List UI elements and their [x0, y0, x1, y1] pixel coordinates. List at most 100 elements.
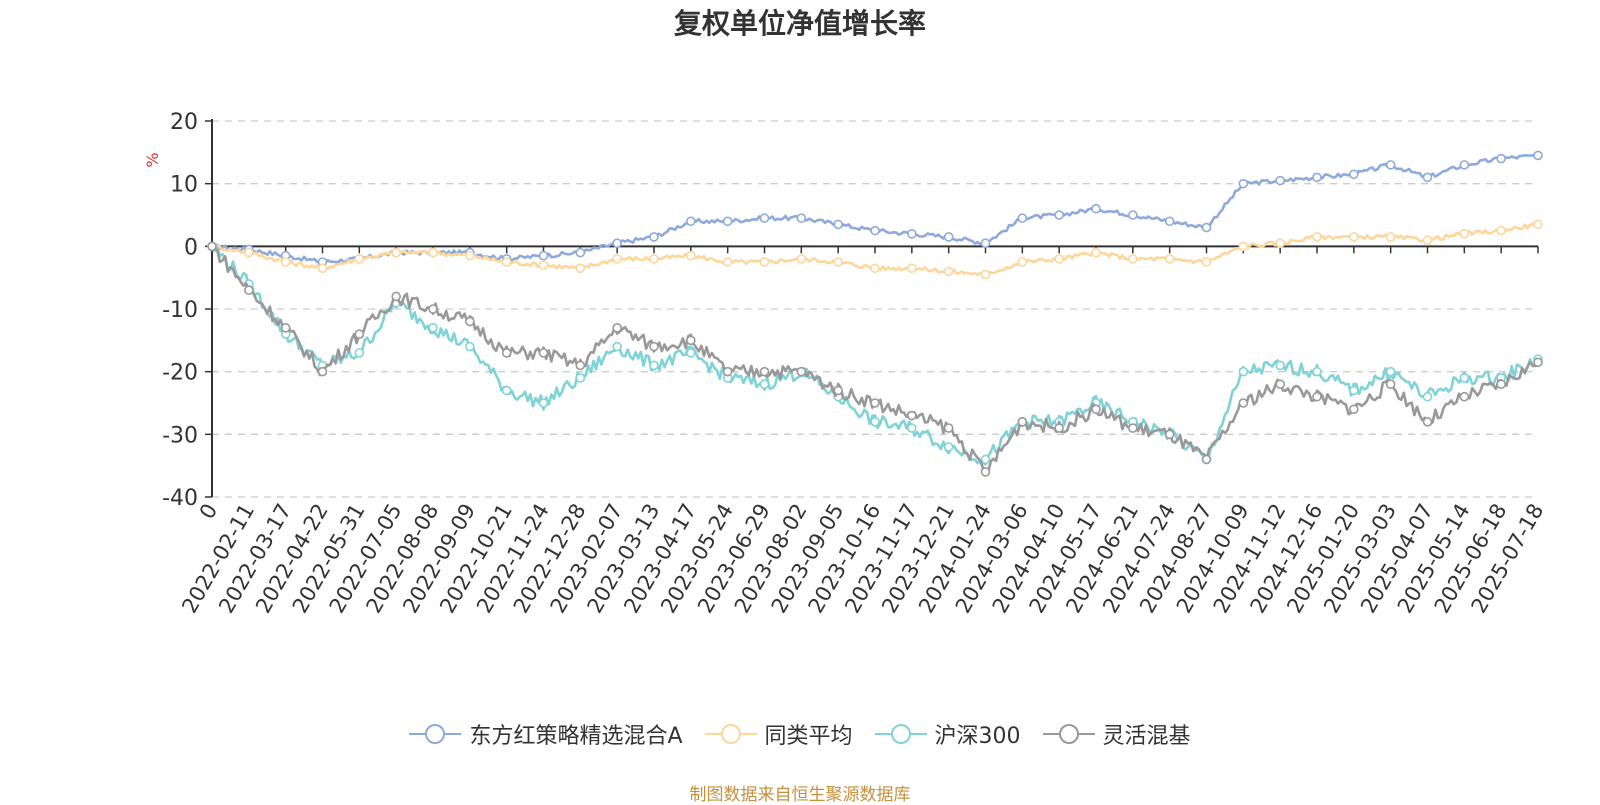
- data-point: [1238, 366, 1249, 377]
- data-point: [759, 213, 770, 223]
- data-point: [649, 232, 659, 242]
- legend-label: 东方红策略精选混合A: [469, 724, 683, 749]
- data-point: [1275, 379, 1285, 390]
- data-point: [1054, 210, 1064, 220]
- data-point: [980, 467, 991, 477]
- data-point: [722, 257, 733, 267]
- data-point: [1385, 160, 1396, 170]
- data-point: [538, 398, 549, 408]
- data-point: [354, 348, 365, 358]
- legend-item[interactable]: 灵活混基: [1042, 718, 1191, 750]
- data-point: [796, 366, 807, 377]
- data-point: [833, 257, 843, 267]
- x-tick-labels: 02022-02-112022-03-172022-04-222022-05-3…: [177, 499, 1548, 617]
- legend-marker: [1042, 723, 1095, 745]
- legend-label: 同类平均: [764, 724, 853, 749]
- data-point: [1349, 232, 1359, 242]
- data-point: [1385, 366, 1396, 377]
- data-point: [1496, 153, 1506, 164]
- y-tick-label: 10: [170, 173, 198, 198]
- data-point: [833, 385, 843, 396]
- data-point: [1385, 379, 1396, 390]
- y-tick-label: 0: [184, 235, 198, 260]
- data-point: [428, 322, 438, 333]
- data-point: [1091, 247, 1101, 258]
- data-point: [1349, 385, 1359, 396]
- legend-item[interactable]: 沪深300: [874, 718, 1021, 750]
- data-point: [833, 219, 843, 230]
- data-point: [686, 250, 696, 261]
- data-point: [538, 348, 549, 358]
- data-point: [317, 366, 328, 377]
- data-point: [1312, 172, 1322, 183]
- data-point: [244, 247, 254, 258]
- legend-marker: [874, 723, 927, 745]
- data-point: [1164, 429, 1175, 440]
- data-point: [317, 263, 328, 274]
- data-point: [649, 341, 659, 352]
- legend-item[interactable]: 同类平均: [704, 718, 853, 750]
- data-point: [1275, 238, 1285, 248]
- data-point: [207, 241, 217, 252]
- data-point: [612, 254, 622, 264]
- data-point: [907, 263, 917, 274]
- legend-label: 灵活混基: [1102, 724, 1191, 749]
- data-point: [1459, 391, 1470, 402]
- legend-marker: [704, 723, 757, 745]
- data-point: [1422, 172, 1433, 183]
- y-tick-label: -20: [162, 361, 198, 386]
- data-point: [649, 360, 659, 371]
- y-axis-unit-label: %: [143, 152, 162, 167]
- data-point: [980, 238, 991, 248]
- data-point: [1017, 213, 1028, 223]
- data-point: [612, 322, 622, 333]
- data-point: [1422, 391, 1433, 402]
- data-point: [1091, 404, 1101, 415]
- data-point: [1054, 254, 1064, 264]
- legend-marker: [409, 723, 462, 745]
- legend-item[interactable]: 东方红策略精选混合A: [409, 718, 683, 750]
- legend-label: 沪深300: [934, 724, 1021, 749]
- data-point: [538, 250, 549, 261]
- data-point: [1349, 404, 1359, 415]
- series-line-3: [211, 245, 1540, 475]
- data-point: [759, 366, 770, 377]
- data-point: [1017, 257, 1028, 267]
- data-point: [649, 254, 659, 264]
- y-tick-label: -10: [162, 298, 198, 323]
- data-point: [686, 216, 696, 227]
- data-point: [1496, 225, 1506, 236]
- data-point: [465, 250, 475, 261]
- series-line-2: [210, 245, 1540, 466]
- data-point: [870, 263, 880, 274]
- data-point: [1164, 254, 1175, 264]
- y-tick-label: -30: [162, 423, 198, 448]
- data-point: [943, 266, 954, 277]
- data-point: [465, 341, 475, 352]
- data-point: [1312, 232, 1322, 242]
- data-point: [354, 254, 365, 264]
- data-point: [870, 416, 880, 427]
- data-point: [1128, 210, 1138, 220]
- data-point: [465, 316, 475, 327]
- axes: [205, 119, 1539, 498]
- data-point: [796, 213, 807, 223]
- data-point: [1385, 232, 1396, 242]
- data-point: [280, 322, 291, 333]
- data-point: [1201, 454, 1212, 465]
- data-point: [612, 238, 622, 248]
- data-point: [538, 260, 549, 270]
- data-point: [722, 366, 733, 377]
- data-point: [686, 348, 696, 358]
- data-point: [1238, 178, 1249, 189]
- data-point: [428, 304, 438, 314]
- data-point: [943, 232, 954, 242]
- data-point: [870, 398, 880, 408]
- data-point: [1017, 416, 1028, 427]
- data-point: [686, 335, 696, 346]
- data-point: [354, 329, 365, 339]
- data-point: [501, 348, 512, 358]
- y-tick-label: -40: [162, 486, 198, 511]
- data-point: [1201, 257, 1212, 267]
- data-point: [1275, 175, 1285, 186]
